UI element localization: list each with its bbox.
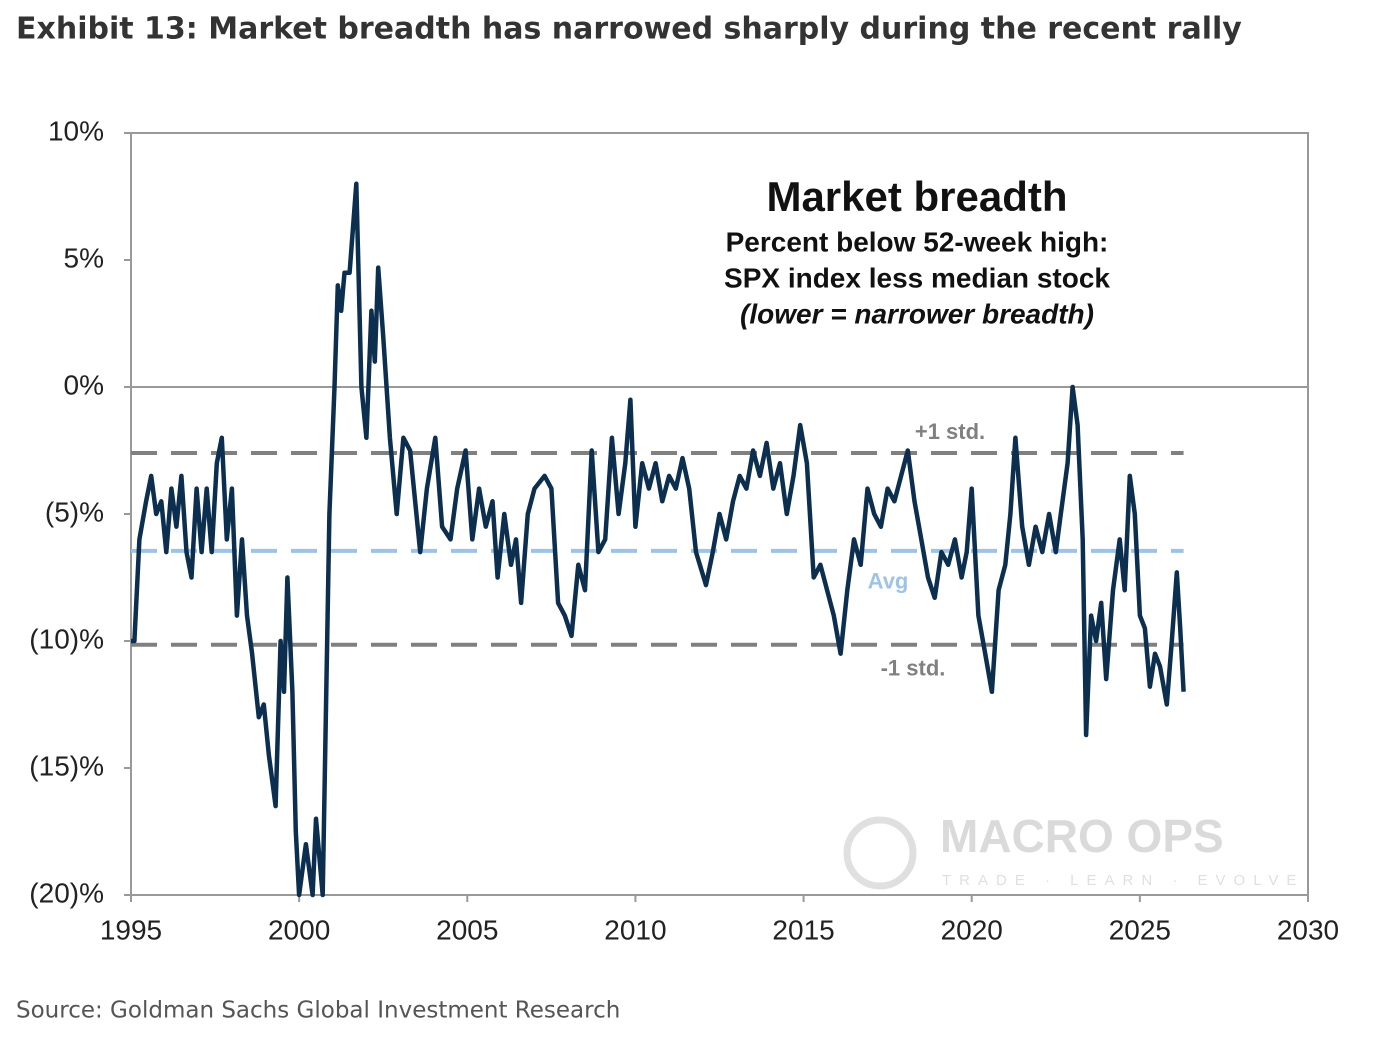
y-tick-label: 0%: [64, 369, 104, 400]
x-tick-label: 2025: [1109, 914, 1171, 945]
chart-subtitle: Percent below 52-week high:: [726, 226, 1109, 257]
y-tick-label: (20)%: [29, 877, 104, 908]
source: Source: Goldman Sachs Global Investment …: [16, 998, 620, 1024]
chart-subtitle: (lower = narrower breadth): [740, 298, 1094, 329]
page-title: Exhibit 13: Market breadth has narrowed …: [16, 12, 1242, 47]
x-tick-label: 2010: [604, 914, 666, 945]
reference-label: -1 std.: [881, 656, 946, 681]
x-tick-label: 2020: [941, 914, 1003, 945]
y-tick-label: 5%: [64, 242, 104, 273]
x-tick-label: 2005: [436, 914, 498, 945]
watermark-tagline: TRADE · LEARN · EVOLVE: [942, 872, 1304, 889]
watermark-logo: [843, 816, 917, 890]
watermark-text: MACRO OPS: [940, 810, 1224, 862]
y-tick-label: 10%: [48, 115, 104, 146]
chart-subtitle: SPX index less median stock: [724, 262, 1110, 293]
x-tick-label: 2000: [268, 914, 330, 945]
data-line: [131, 181, 1186, 898]
x-tick-label: 1995: [100, 914, 162, 945]
y-tick-label: (15)%: [29, 750, 104, 781]
chart-title: Market breadth: [766, 173, 1067, 220]
watermark: MACRO OPS TRADE · LEARN · EVOLVE: [843, 810, 1304, 890]
y-tick-label: (10)%: [29, 623, 104, 654]
x-tick-label: 2015: [772, 914, 834, 945]
reference-label: +1 std.: [915, 419, 985, 444]
reference-label: Avg: [868, 569, 909, 594]
y-tick-label: (5)%: [45, 496, 104, 527]
x-tick-label: 2030: [1277, 914, 1339, 945]
